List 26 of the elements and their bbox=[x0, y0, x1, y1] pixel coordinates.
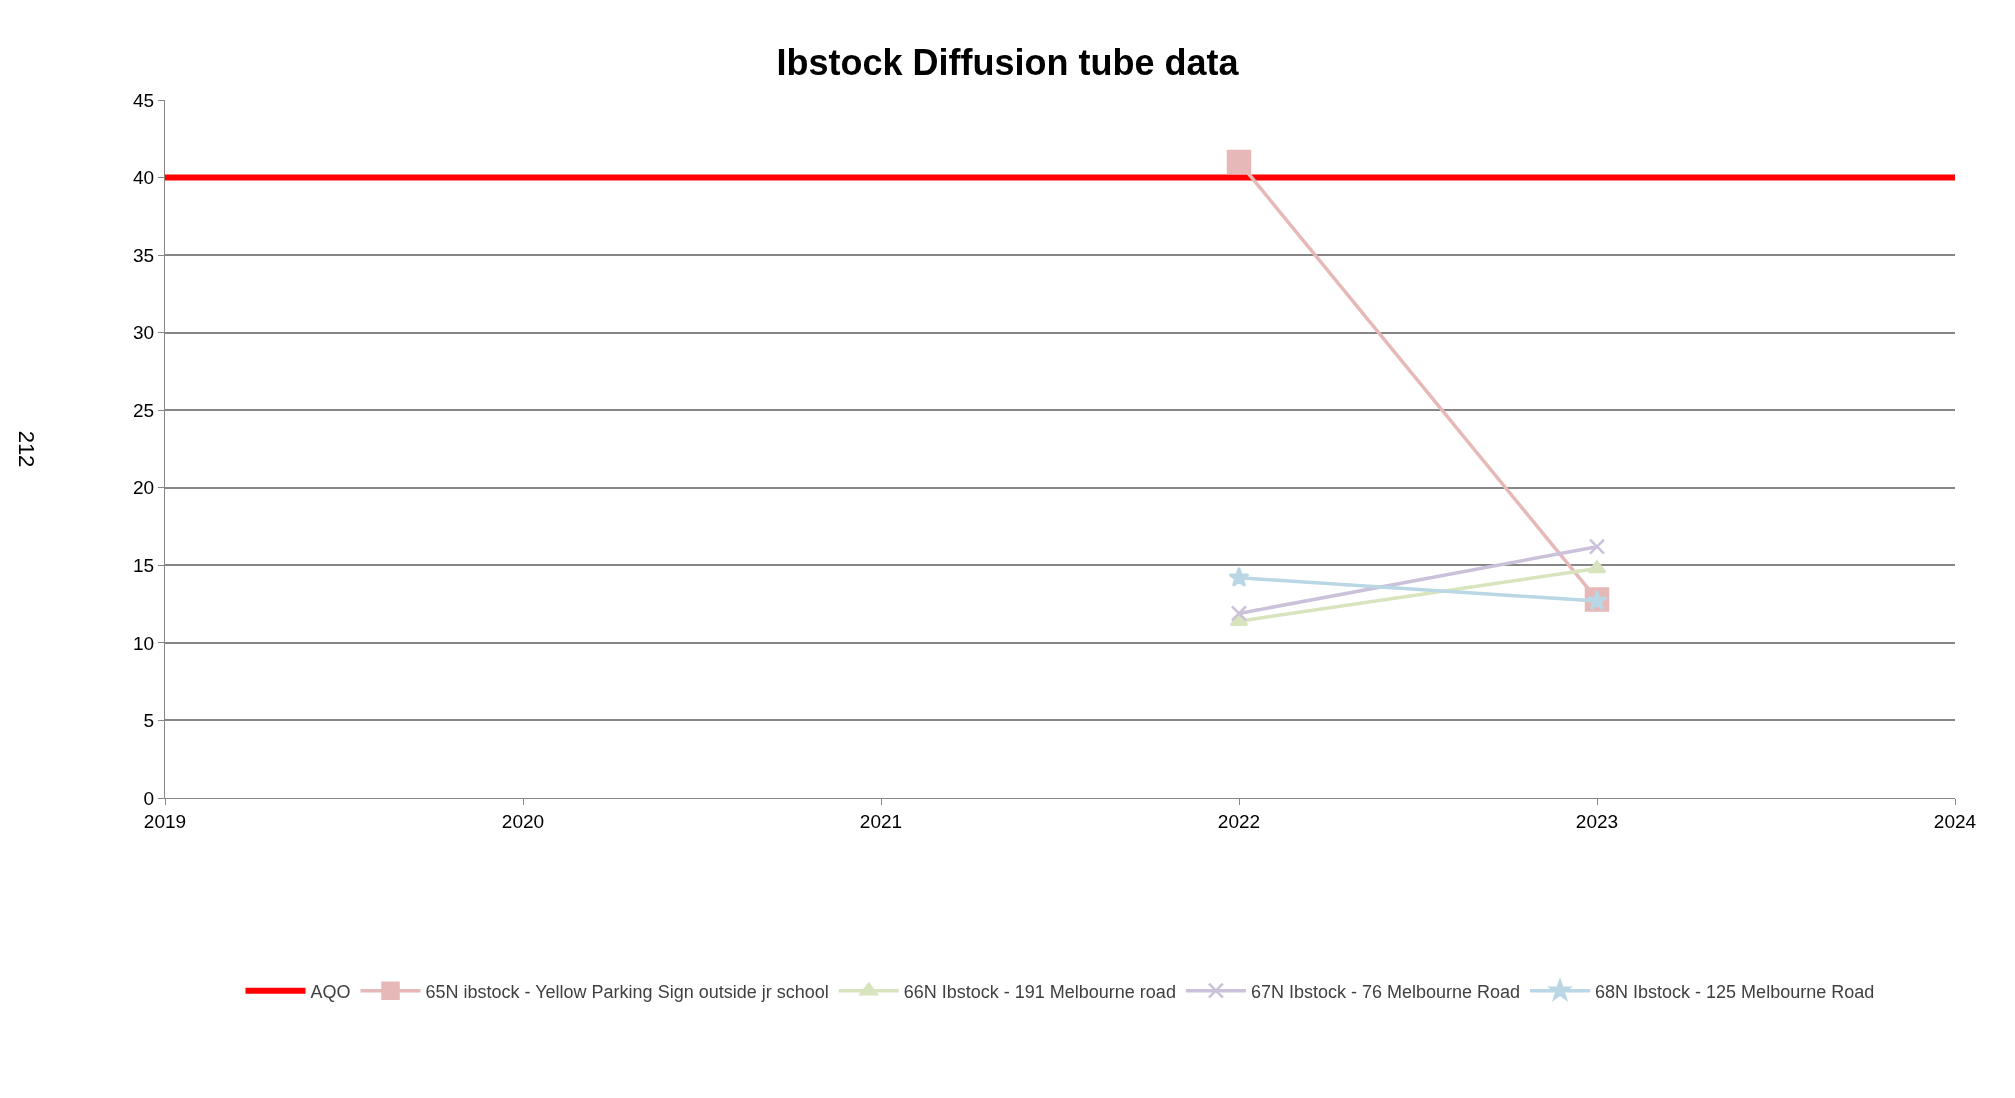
y-tick-label: 25 bbox=[133, 399, 155, 421]
y-tick-label: 20 bbox=[133, 477, 155, 499]
x-tick-label: 2019 bbox=[143, 810, 187, 832]
legend-label: 65N ibstock - Yellow Parking Sign outside jr school bbox=[425, 981, 829, 1002]
point bbox=[1228, 566, 1250, 587]
legend-label: 68N Ibstock - 125 Melbourne Road bbox=[1595, 981, 1875, 1002]
x-tick-label: 2024 bbox=[1933, 810, 1977, 832]
x-tick-label: 2023 bbox=[1575, 810, 1619, 832]
legend-label: AQO bbox=[310, 981, 351, 1002]
y-tick-label: 10 bbox=[133, 632, 155, 654]
x-tick-label: 2020 bbox=[501, 810, 545, 832]
y-tick-label: 0 bbox=[143, 787, 155, 809]
text: 212 bbox=[14, 430, 40, 468]
legend-label: 66N Ibstock - 191 Melbourne road bbox=[903, 981, 1176, 1002]
y-tick-label: 45 bbox=[133, 89, 155, 111]
x-tick-label: 2021 bbox=[859, 810, 903, 832]
point bbox=[1588, 538, 1606, 555]
y-tick-label: 15 bbox=[133, 554, 155, 576]
y-tick-label: 35 bbox=[133, 244, 155, 266]
point bbox=[1226, 149, 1252, 175]
chart-title: Ibstock Diffusion tube data bbox=[776, 41, 1240, 83]
x-tick-label: 2022 bbox=[1217, 810, 1261, 832]
y-tick-label: 5 bbox=[143, 710, 155, 732]
y-tick-label: 30 bbox=[133, 322, 155, 344]
legend-label: 67N Ibstock - 76 Melbourne Road bbox=[1250, 981, 1521, 1002]
y-tick-label: 40 bbox=[133, 167, 155, 189]
